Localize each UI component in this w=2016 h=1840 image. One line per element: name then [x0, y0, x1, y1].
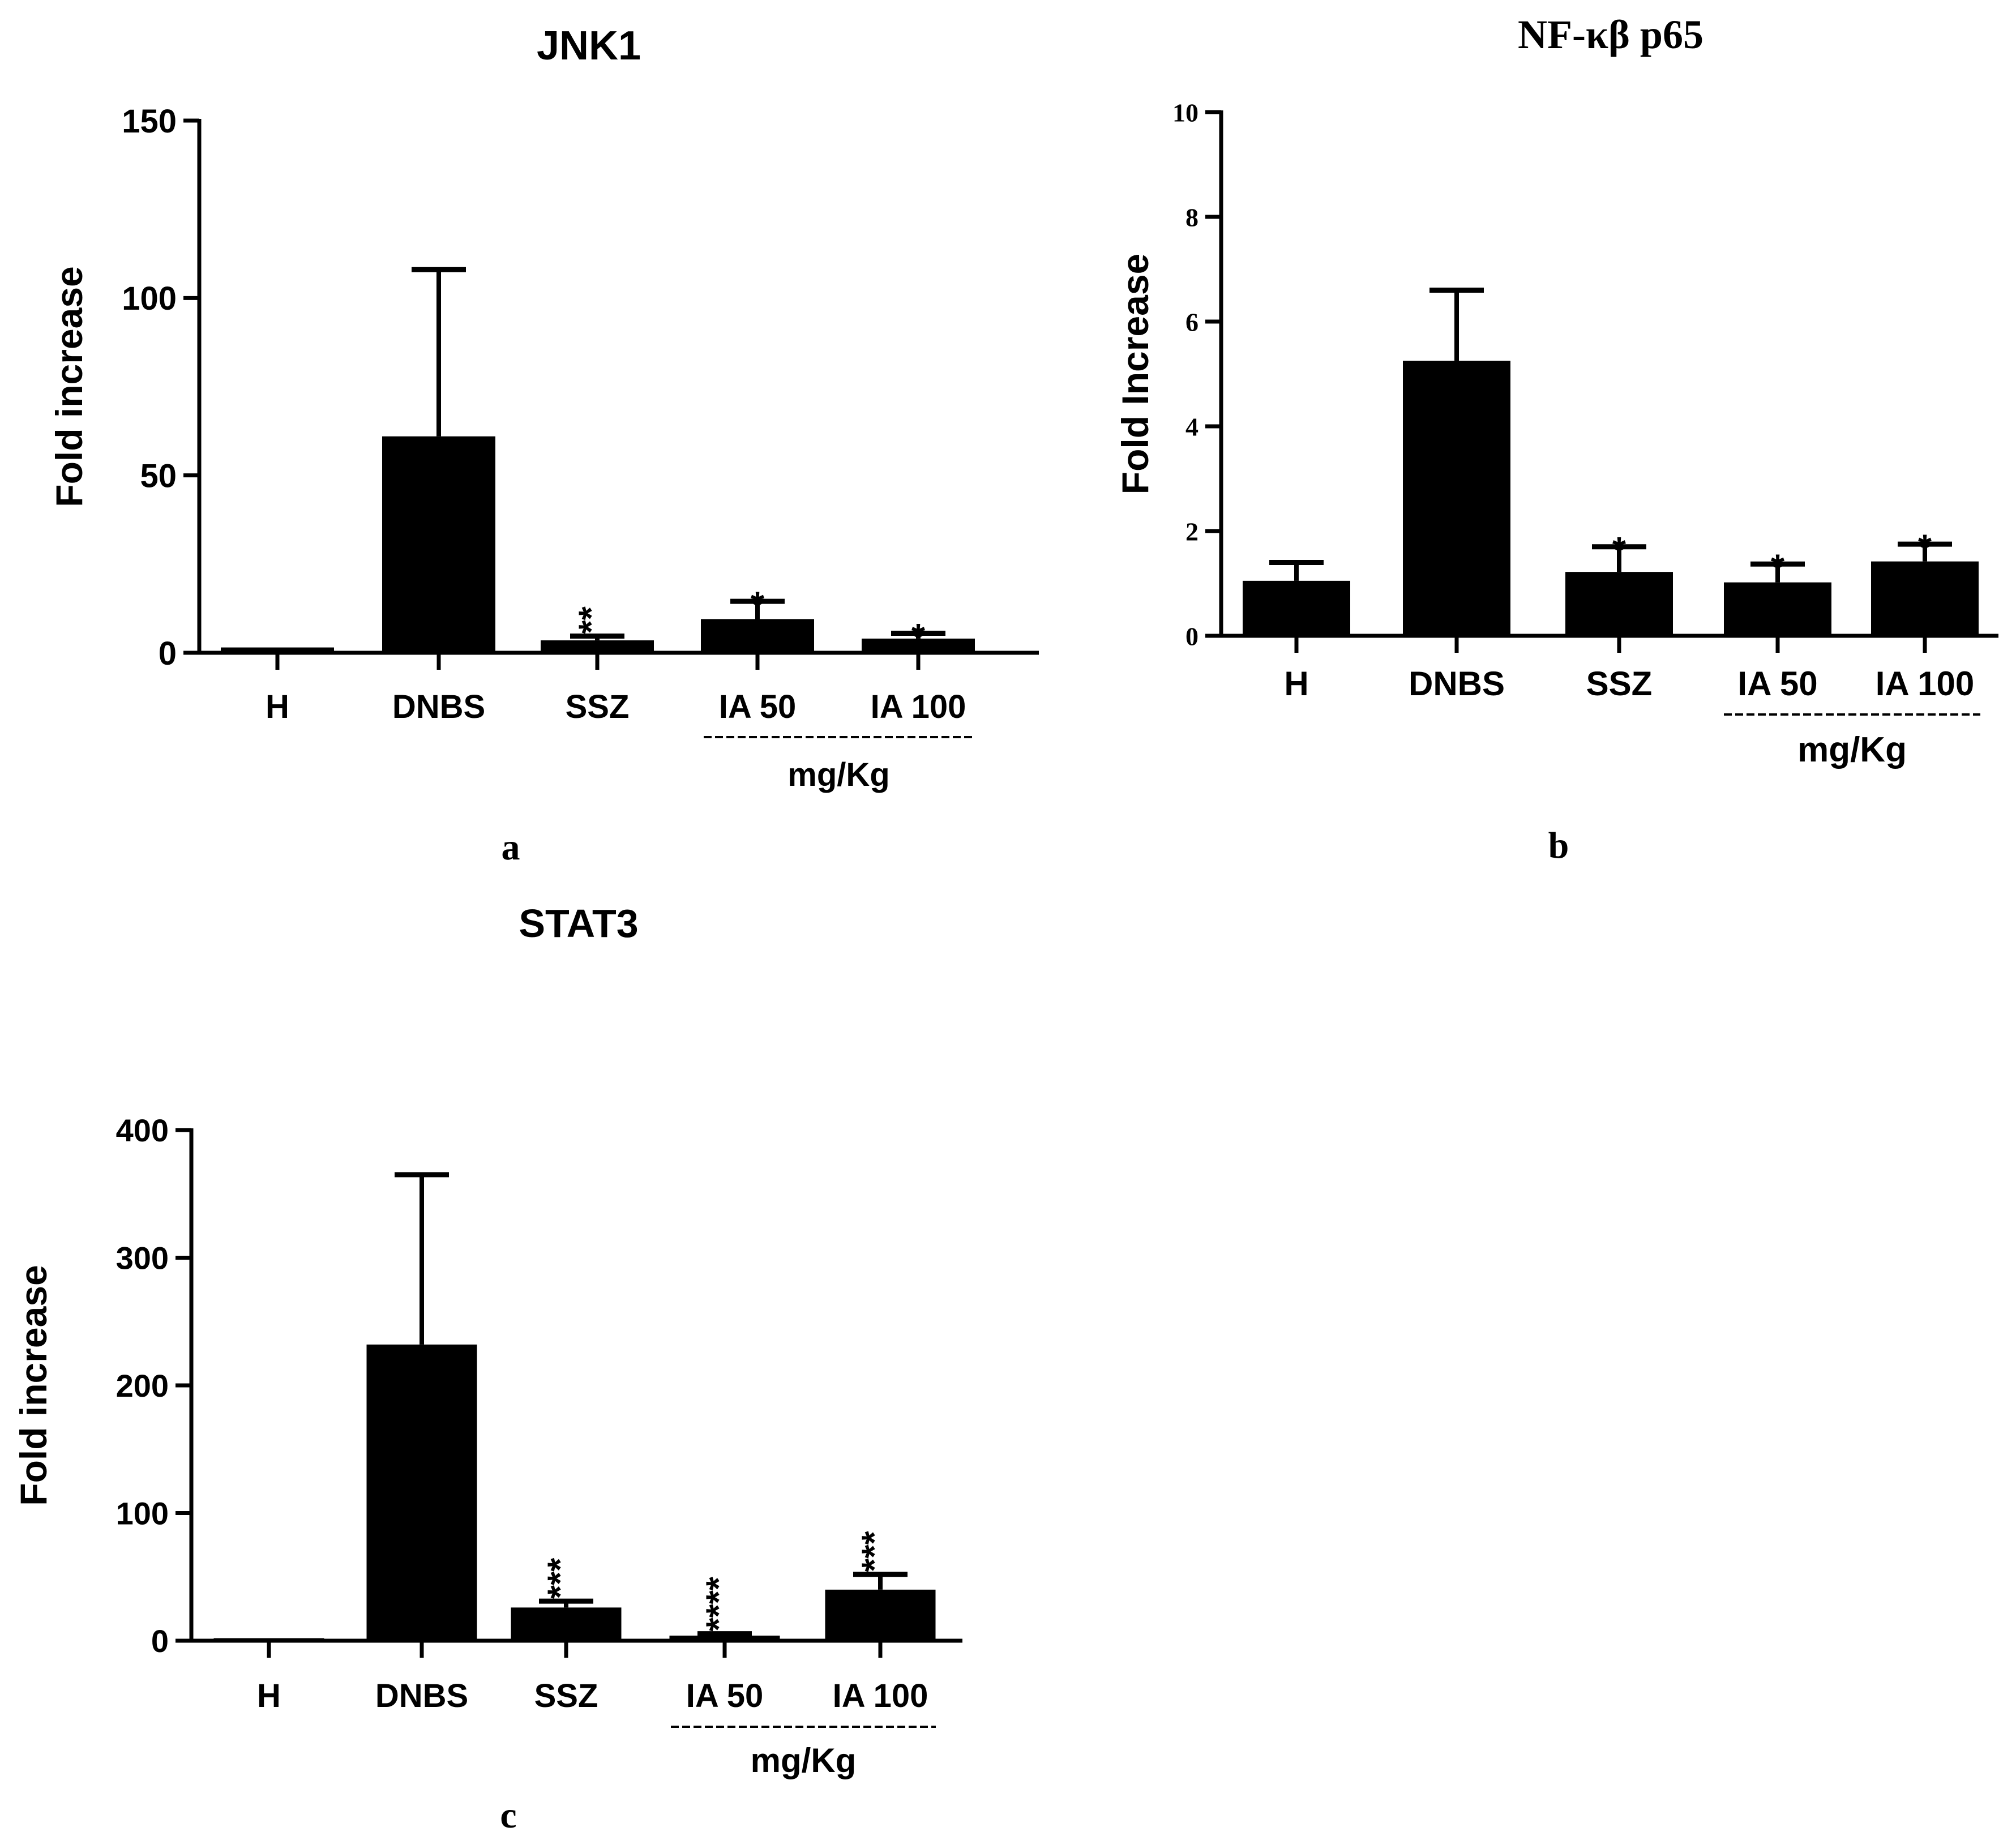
y-tick-label: 100: [116, 1496, 169, 1531]
significance-stars: **: [572, 606, 611, 634]
x-tick-label: IA 50: [686, 1678, 763, 1714]
x-tick-label: IA 50: [1737, 665, 1817, 703]
significance-stars: *: [1918, 528, 1932, 567]
bar-ssz: [1565, 572, 1673, 636]
x-tick-label: IA 100: [833, 1678, 928, 1714]
bar-ia-50: [701, 619, 814, 653]
y-tick-label: 6: [1185, 308, 1199, 337]
chart-title: STAT3: [519, 901, 638, 945]
x-tick-label: DNBS: [1409, 665, 1505, 703]
bar-dnbs: [1403, 361, 1510, 636]
x-tick-label: H: [266, 688, 289, 725]
y-axis-label: Fold increase: [12, 1265, 54, 1506]
bar-ssz: [541, 640, 654, 653]
y-tick-label: 100: [122, 280, 177, 317]
y-tick-label: 50: [140, 458, 177, 495]
significance-stars: ***: [541, 1557, 580, 1599]
y-tick-label: 2: [1185, 517, 1199, 546]
bar-h: [213, 1638, 324, 1641]
significance-stars: ***: [855, 1530, 894, 1572]
significance-stars: *: [1612, 530, 1627, 570]
bar-ia-50: [1724, 582, 1831, 636]
chart-panel-b: NF-κβ p65 Fold Increase 0 2 4 6 8 10 H DNBS SSZ * IA…: [1114, 12, 1998, 866]
y-tick-label: 300: [116, 1240, 169, 1276]
x-tick-label: SSZ: [534, 1678, 598, 1714]
bar-h: [221, 647, 334, 653]
panel-letter: a: [502, 827, 520, 868]
y-tick-label: 4: [1185, 413, 1199, 442]
bar-ia-100: [1871, 561, 1979, 636]
x-tick-label: IA 100: [871, 688, 966, 725]
bar-ia-100: [825, 1589, 936, 1641]
x-tick-label: DNBS: [375, 1678, 468, 1714]
y-tick-label: 200: [116, 1368, 169, 1403]
bar-dnbs: [366, 1344, 477, 1641]
panel-letter: c: [500, 1795, 516, 1836]
x-tick-label: SSZ: [566, 688, 630, 725]
significance-stars: *: [1771, 548, 1785, 587]
dose-group-label: mg/Kg: [751, 1741, 857, 1779]
x-tick-label: H: [257, 1678, 281, 1714]
x-tick-label: IA 50: [719, 688, 796, 725]
bar-h: [1243, 580, 1350, 636]
x-tick-label: IA 100: [1876, 665, 1975, 703]
dose-group-label: mg/Kg: [787, 756, 889, 793]
y-tick-label: 10: [1172, 99, 1199, 127]
x-tick-label: SSZ: [1586, 665, 1653, 703]
chart-panel-c: STAT3 Fold increase 0 100 200 300 400 H DNBS SSZ *…: [12, 901, 962, 1836]
significance-stars: *: [911, 617, 926, 656]
bar-ia-100: [862, 638, 975, 653]
y-axis-label: Fold Increase: [1114, 254, 1156, 495]
chart-title: NF-κβ p65: [1518, 12, 1703, 57]
y-tick-label: 0: [151, 1623, 169, 1659]
x-tick-label: H: [1284, 665, 1308, 703]
y-tick-label: 0: [1185, 622, 1199, 651]
y-tick-label: 0: [159, 635, 177, 672]
y-axis-label: Fold increase: [48, 266, 90, 507]
y-tick-label: 8: [1185, 203, 1199, 232]
bar-ssz: [511, 1607, 622, 1641]
dose-group-label: mg/Kg: [1797, 730, 1907, 769]
y-tick-label: 400: [116, 1112, 169, 1148]
y-tick-label: 150: [122, 103, 177, 140]
bar-ia-50: [669, 1635, 780, 1641]
panel-letter: b: [1548, 825, 1569, 866]
x-tick-label: DNBS: [392, 688, 485, 725]
bar-dnbs: [382, 436, 495, 653]
significance-stars: ****: [699, 1576, 738, 1631]
significance-stars: *: [751, 585, 765, 624]
chart-title: JNK1: [537, 23, 641, 69]
